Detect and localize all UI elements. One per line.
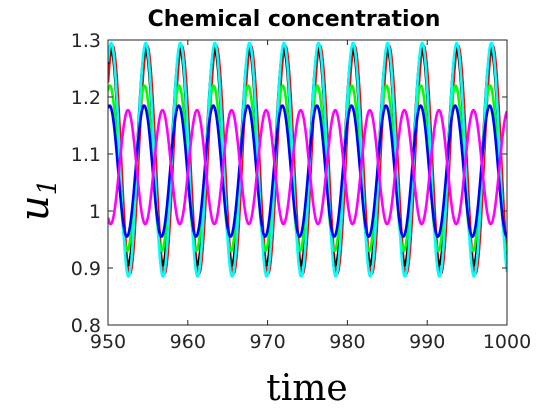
x-tick-label: 960 — [170, 331, 206, 353]
plot-area — [107, 39, 508, 326]
y-axis-label-main: u — [12, 195, 58, 221]
series-line-6 — [108, 108, 507, 226]
x-tick-label: 980 — [329, 331, 365, 353]
y-tick-labels: 0.8 0.9 1 1.1 1.2 1.3 — [71, 30, 101, 337]
chart-title: Chemical concentration — [148, 7, 441, 32]
x-tick-label: 1000 — [483, 331, 531, 353]
series-line-4 — [108, 41, 507, 278]
x-tick-labels: 950 960 970 980 990 1000 — [90, 331, 531, 353]
x-tick-label: 950 — [90, 331, 126, 353]
axes-box — [107, 39, 508, 326]
x-tick-label: 990 — [409, 331, 445, 353]
series-line-5 — [108, 104, 507, 238]
x-axis-label: time — [266, 368, 347, 409]
y-tick-label: 1.3 — [71, 30, 101, 52]
y-axis-label-subscript: 1 — [33, 179, 63, 196]
y-tick-label: 1 — [89, 201, 101, 223]
svg-text:u1: u1 — [12, 179, 63, 221]
x-tick-label: 970 — [249, 331, 285, 353]
y-tick-label: 0.8 — [71, 315, 101, 337]
y-tick-label: 0.9 — [71, 258, 101, 280]
y-tick-label: 1.1 — [71, 144, 101, 166]
series-group — [108, 41, 507, 278]
y-tick-label: 1.2 — [71, 87, 101, 109]
y-axis-label: u1 — [12, 179, 63, 221]
